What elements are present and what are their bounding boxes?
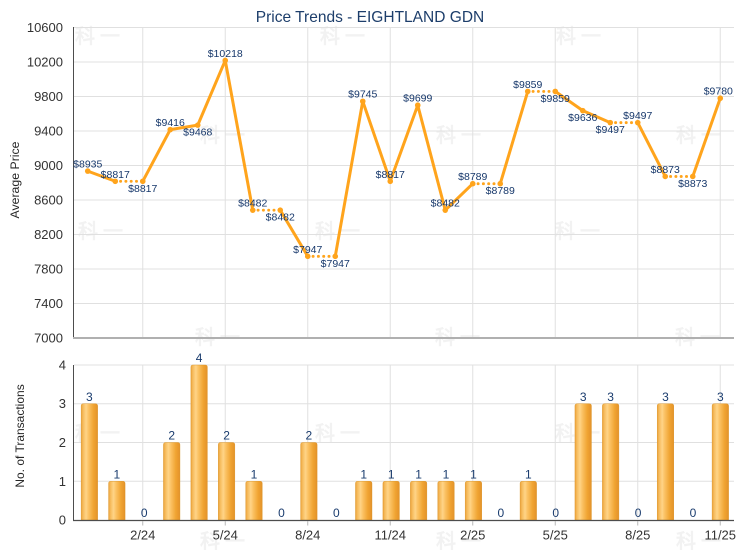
svg-text:$9497: $9497 [623,110,652,122]
svg-text:$9468: $9468 [183,127,212,139]
svg-text:科一: 科一 [200,529,250,550]
svg-text:Average Price: Average Price [8,141,22,218]
svg-text:5/24: 5/24 [213,527,238,542]
svg-text:$9416: $9416 [156,117,185,129]
svg-text:$9859: $9859 [541,93,570,105]
svg-text:1: 1 [113,467,120,481]
svg-text:$7947: $7947 [321,258,350,270]
svg-text:1: 1 [388,467,395,481]
svg-text:2/25: 2/25 [460,527,485,542]
svg-text:0: 0 [552,506,559,520]
svg-text:科一: 科一 [78,219,128,243]
svg-text:科一: 科一 [676,529,726,550]
svg-text:$8482: $8482 [266,212,295,224]
svg-text:科一: 科一 [315,421,365,445]
svg-text:4: 4 [59,358,66,373]
svg-text:0: 0 [59,513,66,528]
svg-text:8/25: 8/25 [625,527,650,542]
svg-text:9000: 9000 [34,158,63,173]
svg-text:1: 1 [360,467,367,481]
svg-text:5/25: 5/25 [543,527,568,542]
svg-text:$8817: $8817 [128,183,157,195]
svg-text:7400: 7400 [34,296,63,311]
svg-text:0: 0 [498,506,505,520]
svg-text:1: 1 [470,467,477,481]
svg-text:0: 0 [141,506,148,520]
svg-text:1: 1 [415,467,422,481]
svg-text:10600: 10600 [27,20,63,35]
svg-text:$10218: $10218 [208,48,243,60]
svg-text:$9780: $9780 [704,86,733,98]
svg-text:$8817: $8817 [101,169,130,181]
svg-text:3: 3 [607,390,614,404]
svg-text:1: 1 [525,467,532,481]
svg-text:3: 3 [580,390,587,404]
svg-text:1: 1 [59,474,66,489]
svg-text:$8873: $8873 [651,164,680,176]
svg-text:$8789: $8789 [486,185,515,197]
svg-text:0: 0 [333,506,340,520]
svg-text:9800: 9800 [34,89,63,104]
svg-text:1: 1 [443,467,450,481]
svg-text:3: 3 [717,390,724,404]
svg-text:8600: 8600 [34,193,63,208]
svg-text:$9699: $9699 [403,93,432,105]
svg-text:9400: 9400 [34,124,63,139]
svg-text:7800: 7800 [34,262,63,277]
svg-text:科一: 科一 [555,219,605,243]
svg-text:2: 2 [59,435,66,450]
svg-text:0: 0 [635,506,642,520]
svg-text:$9859: $9859 [513,79,542,91]
svg-text:$9497: $9497 [596,124,625,136]
svg-text:11/25: 11/25 [704,527,736,542]
svg-text:$8873: $8873 [678,178,707,190]
svg-text:$7947: $7947 [293,244,322,256]
svg-text:2: 2 [223,429,230,443]
svg-text:$8482: $8482 [431,198,460,210]
svg-text:科一: 科一 [436,529,486,550]
svg-text:2/24: 2/24 [130,527,155,542]
svg-text:10200: 10200 [27,55,63,70]
svg-text:7000: 7000 [34,331,63,346]
svg-text:4: 4 [196,351,203,365]
svg-text:$9636: $9636 [568,112,597,124]
svg-text:8/24: 8/24 [295,527,320,542]
svg-text:0: 0 [278,506,285,520]
svg-text:$8789: $8789 [458,171,487,183]
svg-text:1: 1 [251,467,258,481]
svg-text:科一: 科一 [436,123,486,147]
svg-text:2: 2 [306,429,313,443]
svg-text:3: 3 [59,396,66,411]
svg-text:8200: 8200 [34,227,63,242]
svg-text:Price Trends - EIGHTLAND GDN: Price Trends - EIGHTLAND GDN [256,9,485,26]
svg-text:3: 3 [662,390,669,404]
svg-text:$8935: $8935 [73,159,102,171]
svg-text:3: 3 [86,390,93,404]
svg-text:0: 0 [690,506,697,520]
svg-text:11/24: 11/24 [374,527,406,542]
svg-text:No. of Transactions: No. of Transactions [13,384,27,487]
svg-text:$8482: $8482 [238,198,267,210]
svg-text:$8817: $8817 [376,169,405,181]
svg-text:$9745: $9745 [348,89,377,101]
svg-text:科一: 科一 [676,123,726,147]
svg-text:2: 2 [168,429,175,443]
